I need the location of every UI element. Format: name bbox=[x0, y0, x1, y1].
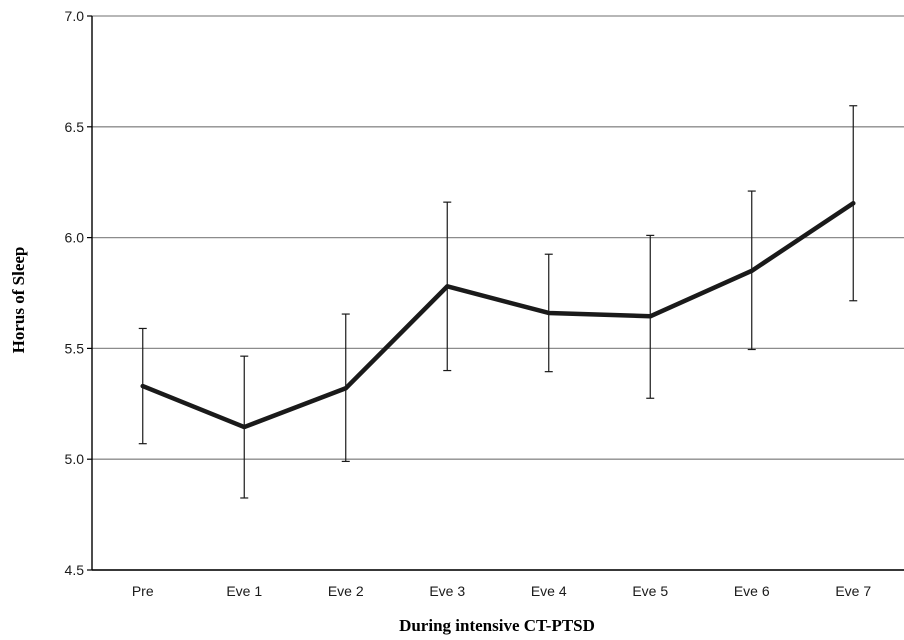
y-axis-title: Horus of Sleep bbox=[9, 247, 28, 354]
x-tick-label: Eve 2 bbox=[328, 583, 364, 599]
data-point bbox=[343, 386, 348, 391]
x-tick-label: Eve 7 bbox=[835, 583, 871, 599]
data-point bbox=[851, 201, 856, 206]
x-tick-label: Eve 6 bbox=[734, 583, 770, 599]
data-point bbox=[749, 268, 754, 273]
y-tick-label: 6.0 bbox=[65, 230, 85, 246]
x-tick-label: Pre bbox=[132, 583, 154, 599]
x-axis-title: During intensive CT-PTSD bbox=[399, 616, 595, 635]
y-tick-label: 7.0 bbox=[65, 8, 85, 24]
series-line bbox=[140, 201, 856, 430]
data-point bbox=[648, 314, 653, 319]
data-point bbox=[445, 284, 450, 289]
y-tick-labels: 4.5 5.0 5.5 6.0 6.5 7.0 bbox=[65, 8, 85, 578]
axes bbox=[87, 15, 904, 571]
x-tick-labels: Pre Eve 1 Eve 2 Eve 3 Eve 4 Eve 5 Eve 6 Eve 7 bbox=[132, 583, 872, 599]
x-tick-label: Eve 4 bbox=[531, 583, 567, 599]
data-point bbox=[546, 310, 551, 315]
x-tick-label: Eve 3 bbox=[429, 583, 465, 599]
x-tick-label: Eve 5 bbox=[632, 583, 668, 599]
x-tick-label: Eve 1 bbox=[226, 583, 262, 599]
y-tick-label: 4.5 bbox=[65, 562, 85, 578]
y-tick-label: 6.5 bbox=[65, 119, 85, 135]
data-point bbox=[140, 384, 145, 389]
y-tick-label: 5.5 bbox=[65, 340, 85, 356]
y-tick-label: 5.0 bbox=[65, 451, 85, 467]
data-point bbox=[242, 425, 247, 430]
gridlines bbox=[92, 15, 904, 571]
series-line-0 bbox=[140, 201, 856, 430]
